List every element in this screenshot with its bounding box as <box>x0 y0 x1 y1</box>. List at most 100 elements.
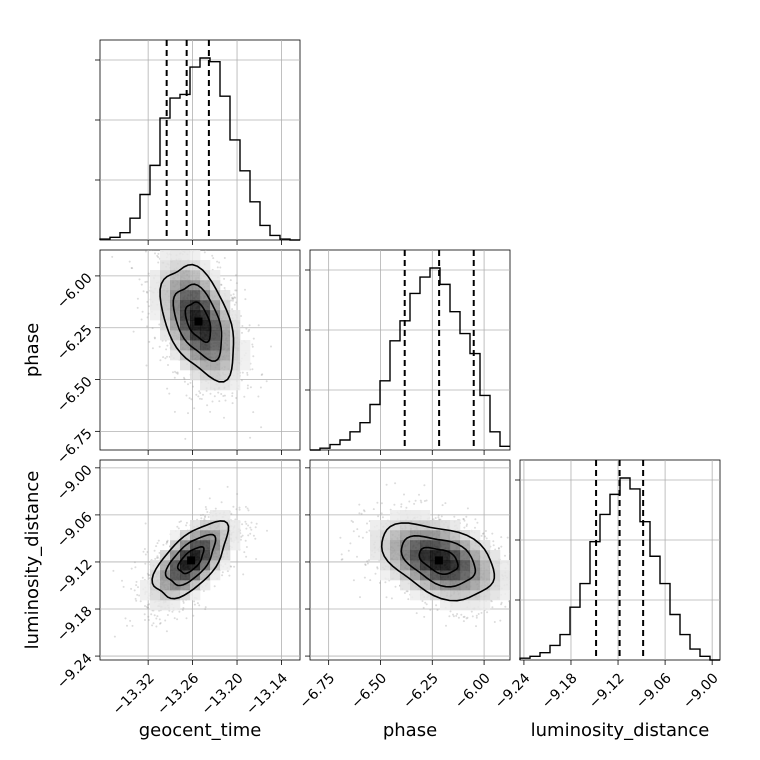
scatter-point <box>234 289 237 292</box>
scatter-point <box>162 356 165 359</box>
density-cell <box>430 520 441 531</box>
scatter-point <box>415 612 418 615</box>
scatter-point <box>491 532 494 535</box>
scatter-point <box>113 635 116 638</box>
scatter-point <box>192 614 195 617</box>
scatter-point <box>441 504 444 507</box>
scatter-point <box>425 499 428 502</box>
density-cell <box>210 270 221 281</box>
scatter-point <box>133 561 136 564</box>
scatter-point <box>456 613 459 615</box>
density-cell <box>200 360 211 371</box>
density-cell <box>460 550 471 561</box>
scatter-point <box>129 619 132 622</box>
density-cell <box>210 380 221 391</box>
scatter-point <box>146 606 149 609</box>
density-cell <box>500 570 510 581</box>
scatter-point <box>366 562 369 565</box>
scatter-point <box>242 573 245 576</box>
scatter-point <box>497 547 500 549</box>
density-cell <box>410 590 421 601</box>
density-cell <box>430 560 441 571</box>
scatter-point <box>153 614 156 617</box>
scatter-point <box>244 520 247 523</box>
scatter-point <box>244 298 247 301</box>
density-cell <box>220 380 231 391</box>
scatter-point <box>166 344 169 347</box>
scatter-point <box>146 325 149 328</box>
scatter-point <box>406 590 409 593</box>
scatter-point <box>165 542 168 545</box>
density-cell <box>420 580 431 591</box>
density-cell <box>160 310 171 321</box>
scatter-point <box>136 297 139 300</box>
scatter-point <box>358 503 361 506</box>
contour-level-1 <box>418 546 459 575</box>
density-cell <box>190 570 201 581</box>
density-cell <box>220 340 231 351</box>
scatter-point <box>470 610 473 613</box>
scatter-point <box>193 407 196 410</box>
density-cell <box>230 360 241 371</box>
contour-level-2 <box>164 533 217 587</box>
scatter-point <box>157 256 160 259</box>
scatter-point <box>444 502 447 505</box>
scatter-point <box>188 397 191 400</box>
density-cell <box>220 330 231 341</box>
scatter-point <box>138 594 141 597</box>
scatter-point <box>423 615 426 618</box>
scatter-point <box>490 600 493 603</box>
scatter-point <box>198 604 201 607</box>
scatter-point <box>144 281 147 283</box>
density-cell <box>440 590 451 601</box>
scatter-point <box>146 551 149 553</box>
scatter-point <box>500 603 503 606</box>
scatter-point <box>471 615 474 618</box>
scatter-point <box>500 601 503 604</box>
contour-level-1 <box>184 301 212 343</box>
scatter-point <box>146 300 149 303</box>
density-cell <box>380 540 391 551</box>
scatter-point <box>422 606 425 609</box>
density-cell <box>460 590 471 601</box>
scatter-point <box>190 398 193 401</box>
density-cell <box>440 520 451 531</box>
density-cell <box>150 580 161 591</box>
density-cell <box>460 580 471 591</box>
scatter-point <box>221 571 224 574</box>
density-cell <box>170 580 181 591</box>
scatter-point <box>202 513 204 516</box>
density-cell <box>470 540 481 551</box>
density-cell <box>160 290 171 301</box>
scatter-point <box>178 521 181 523</box>
scatter-point <box>199 397 201 400</box>
scatter-point <box>385 596 388 599</box>
scatter-point <box>130 267 133 269</box>
density-cell <box>200 580 211 591</box>
scatter-point <box>204 606 207 609</box>
density-cell <box>380 570 391 581</box>
scatter-point <box>366 560 369 563</box>
scatter-point <box>261 373 264 376</box>
scatter-point <box>142 550 145 553</box>
scatter-point <box>216 260 219 263</box>
scatter-point <box>151 250 154 252</box>
scatter-point <box>238 508 241 511</box>
density-cell <box>480 600 491 611</box>
scatter-point <box>157 261 160 264</box>
density-cell <box>440 570 451 581</box>
scatter-point <box>231 299 234 302</box>
scatter-point <box>394 482 397 485</box>
scatter-point <box>151 624 154 627</box>
scatter-point <box>462 518 465 520</box>
scatter-point <box>340 553 343 556</box>
scatter-point <box>164 357 167 360</box>
scatter-point <box>241 371 244 374</box>
scatter-point <box>157 252 160 255</box>
density-cell <box>420 550 431 561</box>
scatter-point <box>252 411 255 414</box>
scatter-point <box>173 376 176 379</box>
density-cell <box>160 560 171 571</box>
scatter-point <box>403 493 405 496</box>
density-cell <box>190 590 201 601</box>
